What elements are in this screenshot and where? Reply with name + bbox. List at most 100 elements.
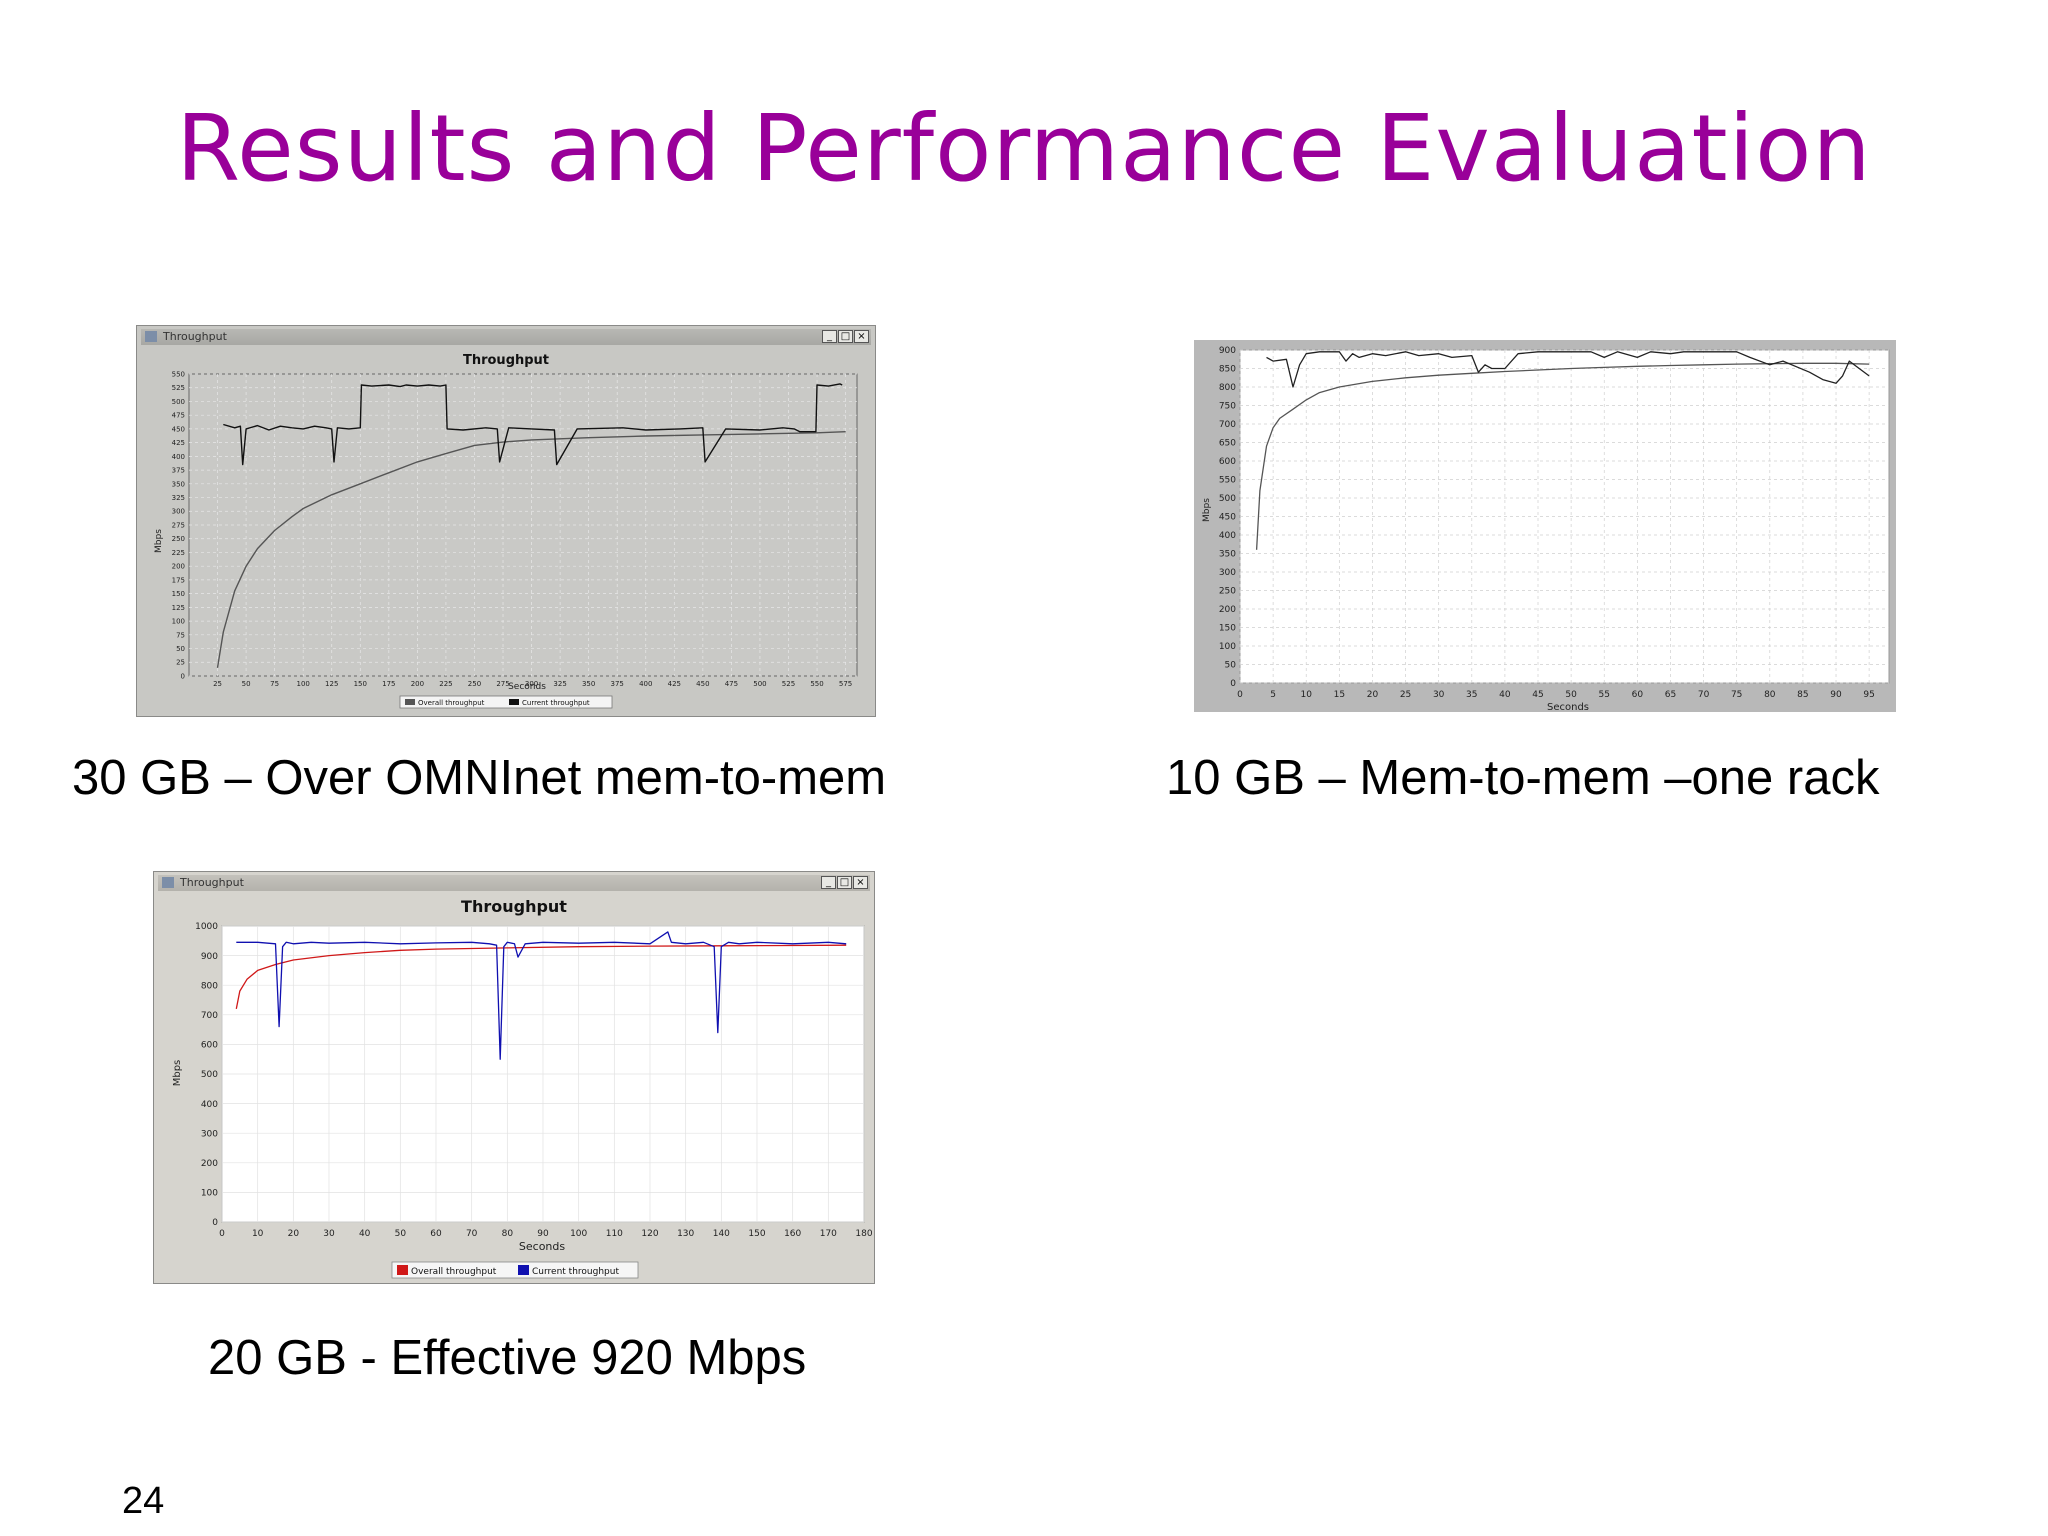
y-tick-label: 100 [201, 1189, 218, 1199]
chart-title: Throughput [461, 897, 567, 916]
y-axis-label: Mbps [154, 529, 164, 553]
minimize-button[interactable]: _ [822, 330, 837, 343]
y-tick-label: 450 [1219, 513, 1236, 523]
legend-label-overall: Overall throughput [411, 1267, 497, 1277]
x-tick-label: 40 [1499, 690, 1511, 700]
y-tick-label: 125 [172, 604, 185, 612]
x-tick-label: 400 [639, 680, 652, 688]
y-tick-label: 0 [181, 672, 185, 680]
minimize-button[interactable]: _ [821, 876, 836, 889]
x-tick-label: 180 [855, 1229, 872, 1239]
x-tick-label: 450 [696, 680, 709, 688]
x-tick-label: 50 [242, 680, 251, 688]
legend-label-current: Current throughput [522, 699, 590, 707]
x-tick-label: 120 [641, 1229, 658, 1239]
y-tick-label: 475 [172, 412, 185, 420]
series-line-2 [1266, 351, 1870, 388]
y-tick-label: 650 [1219, 439, 1236, 449]
x-tick-label: 60 [1632, 690, 1644, 700]
window-title: Throughput [163, 330, 227, 343]
x-tick-label: 325 [553, 680, 566, 688]
x-tick-label: 175 [382, 680, 395, 688]
x-tick-label: 20 [1367, 690, 1379, 700]
y-tick-label: 500 [201, 1070, 218, 1080]
y-tick-label: 400 [1219, 531, 1236, 541]
chart-window-3: Throughput _ □ × Throughput 0 10 20 30 40 50 6… [153, 871, 875, 1284]
x-tick-label: 20 [288, 1229, 300, 1239]
y-axis-label: Mbps [1202, 498, 1212, 522]
window-titlebar: Throughput _ □ × [158, 875, 870, 891]
close-button[interactable]: × [853, 876, 868, 889]
throughput-chart-30gb: Throughput 25 50 75 100 125 150 175 200 225 250 27… [154, 353, 858, 709]
y-tick-label: 200 [172, 563, 185, 571]
legend-label-current: Current throughput [532, 1267, 619, 1277]
y-tick-label: 850 [1219, 365, 1236, 375]
x-tick-label: 170 [820, 1229, 837, 1239]
y-tick-label: 900 [201, 952, 218, 962]
x-tick-label: 200 [411, 680, 424, 688]
maximize-button[interactable]: □ [837, 876, 852, 889]
y-tick-label: 450 [172, 425, 185, 433]
legend: Overall throughput Current throughput [391, 1261, 639, 1279]
series-line-1 [1255, 362, 1870, 550]
x-tick-label: 70 [1698, 690, 1710, 700]
x-tick-label: 5 [1270, 690, 1276, 700]
throughput-chart-20gb: Throughput 0 10 20 30 40 50 60 70 80 90 100 110 120 1… [172, 897, 873, 1279]
chart-window-1: Throughput _ □ × Throughput 25 50 75 100 125… [136, 325, 876, 717]
chart-title: Throughput [463, 353, 549, 368]
y-tick-label: 100 [1219, 642, 1236, 652]
x-tick-label: 55 [1599, 690, 1610, 700]
x-tick-label: 275 [496, 680, 509, 688]
x-tick-label: 140 [713, 1229, 730, 1239]
y-tick-label: 350 [172, 480, 185, 488]
x-tick-label: 425 [668, 680, 681, 688]
x-tick-label: 350 [582, 680, 595, 688]
series-line-2 [236, 931, 847, 1060]
y-tick-label: 750 [1219, 402, 1236, 412]
y-tick-label: 200 [201, 1159, 218, 1169]
y-tick-label: 150 [1219, 624, 1236, 634]
y-tick-label: 700 [201, 1011, 218, 1021]
x-tick-label: 25 [213, 680, 222, 688]
y-tick-label: 400 [172, 453, 185, 461]
x-tick-label: 90 [1830, 690, 1842, 700]
y-tick-label: 275 [172, 521, 185, 529]
maximize-button[interactable]: □ [838, 330, 853, 343]
x-axis-label: Seconds [508, 682, 546, 692]
x-tick-label: 0 [1237, 690, 1243, 700]
y-tick-label: 800 [1219, 383, 1236, 393]
x-tick-label: 10 [1300, 690, 1312, 700]
x-tick-label: 375 [611, 680, 624, 688]
legend: Overall throughput Current throughput [399, 695, 613, 709]
x-tick-label: 45 [1532, 690, 1543, 700]
y-tick-label: 550 [172, 370, 185, 378]
window-titlebar: Throughput _ □ × [141, 329, 871, 345]
y-tick-label: 500 [1219, 494, 1236, 504]
y-tick-label: 375 [172, 467, 185, 475]
caption-30gb: 30 GB – Over OMNInet mem-to-mem [72, 751, 887, 805]
y-tick-label: 550 [1219, 476, 1236, 486]
page-number: 24 [122, 1480, 165, 1522]
y-tick-label: 425 [172, 439, 185, 447]
close-button[interactable]: × [854, 330, 869, 343]
x-tick-label: 65 [1665, 690, 1676, 700]
x-tick-label: 100 [297, 680, 310, 688]
x-tick-label: 35 [1466, 690, 1477, 700]
window-title: Throughput [180, 876, 244, 889]
x-tick-label: 75 [1731, 690, 1742, 700]
x-tick-label: 80 [502, 1229, 514, 1239]
x-tick-label: 40 [359, 1229, 371, 1239]
y-tick-label: 400 [201, 1100, 218, 1110]
series-line-1 [235, 944, 847, 1010]
x-tick-label: 50 [395, 1229, 407, 1239]
x-tick-label: 475 [725, 680, 738, 688]
y-tick-label: 175 [172, 576, 185, 584]
x-tick-label: 95 [1863, 690, 1874, 700]
x-tick-label: 550 [810, 680, 823, 688]
x-tick-label: 150 [748, 1229, 765, 1239]
x-tick-label: 160 [784, 1229, 801, 1239]
x-tick-label: 60 [430, 1229, 442, 1239]
x-tick-label: 300 [525, 680, 538, 688]
x-tick-label: 130 [677, 1229, 694, 1239]
y-tick-label: 0 [212, 1218, 218, 1228]
